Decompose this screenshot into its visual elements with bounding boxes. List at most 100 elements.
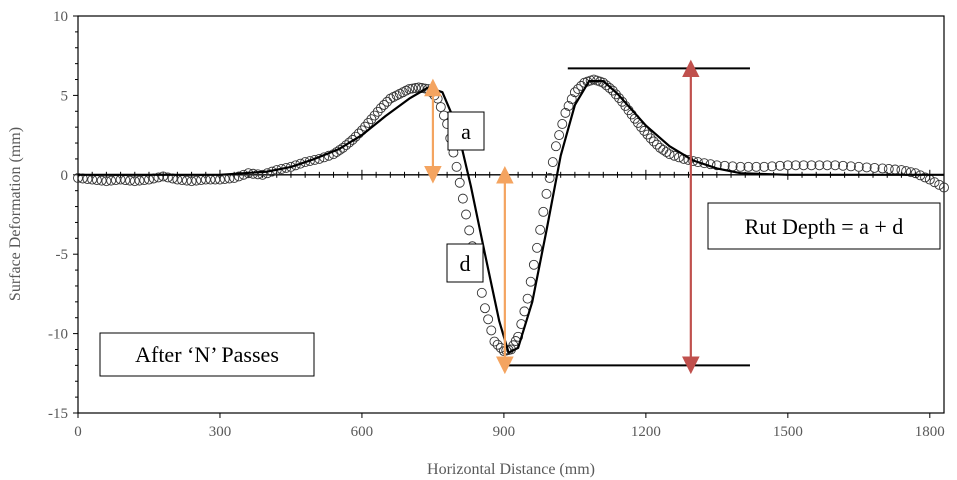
- data-point: [560, 107, 571, 118]
- data-point: [464, 225, 475, 236]
- data-point: [573, 84, 583, 94]
- data-point: [262, 168, 273, 179]
- x-axis-title: Horizontal Distance (mm): [427, 461, 595, 478]
- data-point: [379, 99, 389, 110]
- data-point: [366, 114, 377, 125]
- data-point: [853, 161, 864, 172]
- data-point: [905, 167, 916, 178]
- data-point: [295, 158, 306, 169]
- data-point: [869, 162, 880, 173]
- data-point: [338, 142, 348, 153]
- data-point: [838, 160, 848, 171]
- data-point: [454, 177, 465, 188]
- dimension-arrows: [424, 59, 700, 375]
- data-point: [96, 175, 107, 186]
- data-point: [461, 209, 471, 220]
- data-point: [661, 147, 672, 157]
- data-point: [162, 172, 173, 183]
- data-point: [101, 176, 112, 187]
- y-tick-label: -10: [48, 327, 68, 343]
- data-point: [153, 172, 164, 183]
- data-point: [544, 173, 555, 183]
- data-point: [486, 325, 497, 336]
- data-point: [607, 85, 618, 96]
- data-point: [257, 169, 268, 180]
- data-point: [397, 87, 408, 98]
- data-point: [822, 160, 833, 171]
- data-point: [751, 161, 762, 172]
- data-point: [636, 122, 647, 133]
- data-point: [535, 224, 546, 235]
- fit-curve: [78, 79, 944, 354]
- data-point: [782, 160, 793, 171]
- data-point: [830, 160, 841, 171]
- y-tick-label: -15: [48, 406, 68, 422]
- data-point: [369, 110, 380, 121]
- label-a-box: a: [447, 111, 485, 151]
- label-a-text: a: [461, 119, 471, 144]
- data-point: [669, 150, 680, 161]
- data-point: [407, 83, 418, 94]
- x-tick-label: 1800: [915, 424, 945, 440]
- data-point: [451, 161, 462, 172]
- data-point: [375, 103, 386, 114]
- y-tick-label: -5: [56, 247, 69, 263]
- data-point: [743, 161, 754, 172]
- data-point: [910, 168, 921, 179]
- y-axis-title: Surface Deformation (mm): [7, 127, 24, 301]
- data-point: [73, 173, 83, 183]
- data-point: [541, 188, 552, 199]
- data-point: [861, 162, 872, 173]
- data-point: [547, 157, 558, 168]
- fit-line: [78, 79, 944, 354]
- after-passes-box: After ‘N’ Passes: [99, 332, 315, 377]
- data-point: [404, 84, 415, 94]
- data-point: [759, 161, 770, 172]
- data-point: [382, 96, 393, 107]
- label-d-text: d: [460, 251, 471, 276]
- data-point: [774, 160, 785, 171]
- data-point: [401, 85, 412, 96]
- data-point: [457, 193, 468, 204]
- x-tick-label: 0: [74, 424, 82, 440]
- data-point: [566, 94, 577, 105]
- data-point: [233, 171, 244, 182]
- data-point: [290, 160, 301, 171]
- data-point: [347, 134, 358, 145]
- data-point: [645, 133, 656, 144]
- data-point: [134, 175, 145, 186]
- data-point: [551, 141, 561, 152]
- data-point: [528, 259, 539, 270]
- data-point: [651, 139, 662, 150]
- data-point: [344, 137, 355, 148]
- data-point: [158, 171, 169, 182]
- data-point: [252, 169, 263, 180]
- data-point: [648, 136, 659, 147]
- data-point: [480, 303, 490, 314]
- x-tick-label: 900: [493, 424, 516, 440]
- data-point: [341, 140, 352, 151]
- data-point: [767, 161, 778, 172]
- y-tick-label: 5: [61, 88, 69, 104]
- data-point: [711, 160, 722, 171]
- data-point: [569, 87, 580, 98]
- data-point: [877, 163, 888, 174]
- data-point: [735, 161, 746, 172]
- data-point: [391, 90, 402, 101]
- data-point: [476, 287, 487, 298]
- data-point: [563, 101, 574, 111]
- data-point: [601, 80, 612, 91]
- data-point: [394, 88, 405, 99]
- data-point: [181, 175, 192, 186]
- data-point: [388, 92, 399, 102]
- data-point: [557, 119, 568, 129]
- rut-depth-box: Rut Depth = a + d: [707, 202, 941, 250]
- data-point: [238, 169, 249, 180]
- data-point: [920, 172, 931, 183]
- rut-depth-text: Rut Depth = a + d: [745, 214, 904, 239]
- data-point: [814, 160, 825, 171]
- x-tick-label: 1200: [631, 424, 661, 440]
- y-tick-label: 10: [53, 9, 68, 25]
- y-tick-label: 0: [61, 168, 69, 184]
